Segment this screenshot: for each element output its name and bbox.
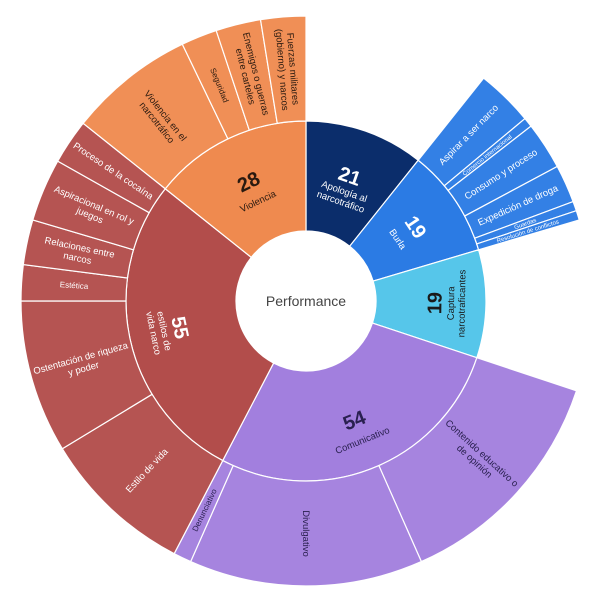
center-label: Performance — [266, 293, 346, 309]
label-estetica: Estética — [60, 280, 90, 291]
center-hole — [236, 231, 376, 371]
value-captura-narcotraficantes: 19 — [425, 292, 447, 315]
label-captura-narcotraficantes: Capturanarcotraficantes — [445, 269, 468, 337]
label-divulgativo: Divulgativo — [300, 510, 311, 556]
segment-fuerzas-militares-gobierno-y-narcos[interactable] — [259, 15, 307, 124]
value-estilos-de-vida-narco: 55 — [166, 315, 192, 341]
